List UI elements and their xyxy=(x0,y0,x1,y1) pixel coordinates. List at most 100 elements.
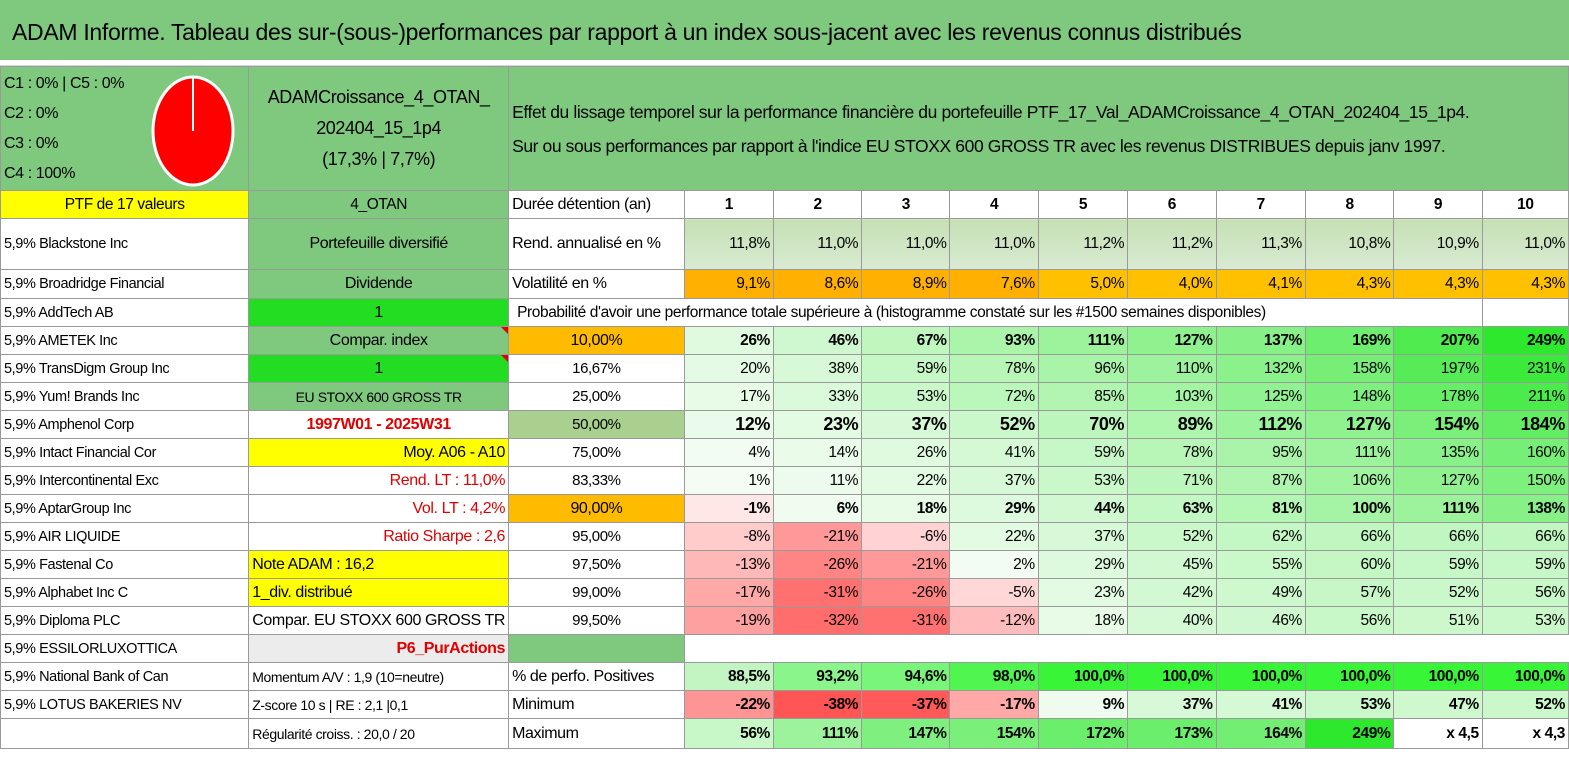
probability-value: 51% xyxy=(1393,606,1483,635)
effect-description-line: Sur ou sous performances par rapport à l… xyxy=(512,135,1446,156)
holding-row: 5,9% Amphenol Corp xyxy=(0,410,250,439)
rend-value: 11,0% xyxy=(861,218,951,270)
max-value: 56% xyxy=(683,718,774,749)
probability-value: 29% xyxy=(1037,550,1129,579)
info-dividend: Dividende xyxy=(248,269,510,299)
holding-row: 5,9% TransDigm Group Inc xyxy=(0,354,250,383)
probability-value: 127% xyxy=(1304,410,1395,439)
rend-value: 11,2% xyxy=(1127,218,1217,270)
min-value: -38% xyxy=(772,690,863,719)
probability-value: 53% xyxy=(1037,466,1129,495)
probability-value: 18% xyxy=(1037,606,1129,635)
duration-year: 4 xyxy=(949,190,1039,219)
probability-value: 29% xyxy=(949,494,1039,523)
probability-value: 49% xyxy=(1215,578,1306,607)
probability-value: 59% xyxy=(1037,438,1129,467)
probability-threshold: 16,67% xyxy=(508,354,685,383)
effect-description-line: Effet du lissage temporel sur la perform… xyxy=(512,101,1470,122)
pos-value: 100,0% xyxy=(1481,662,1569,691)
max-value: 147% xyxy=(861,718,951,749)
duration-year: 7 xyxy=(1215,190,1306,219)
vol-value: 8,6% xyxy=(772,269,863,299)
probability-threshold: 10,00% xyxy=(508,326,685,355)
vol-value: 8,9% xyxy=(861,269,951,299)
portfolio-name-cell: ADAMCroissance_4_OTAN_ 202404_15_1p4 (17,3… xyxy=(248,66,510,191)
vol-value: 5,0% xyxy=(1037,269,1129,299)
duration-year: 10 xyxy=(1481,190,1569,219)
probability-value: 67% xyxy=(861,326,951,355)
pos-value: 98,0% xyxy=(949,662,1039,691)
portfolio-name-line: 202404_15_1p4 xyxy=(316,118,442,138)
min-value: 9% xyxy=(1037,690,1129,719)
probability-value: 96% xyxy=(1037,354,1129,383)
duration-year: 8 xyxy=(1304,190,1395,219)
vol-value: 4,3% xyxy=(1481,269,1569,299)
duration-year: 3 xyxy=(861,190,951,219)
holding-row: 5,9% Yum! Brands Inc xyxy=(0,382,250,411)
holding-row: 5,9% Blackstone Inc xyxy=(0,218,250,270)
probability-value: 41% xyxy=(949,438,1039,467)
probability-value: 12% xyxy=(683,410,774,439)
probability-value: 169% xyxy=(1304,326,1395,355)
probability-value: 85% xyxy=(1037,382,1129,411)
holding-row: 5,9% Intercontinental Exc xyxy=(0,466,250,495)
holding-row: 5,9% ESSILORLUXOTTICA xyxy=(0,634,250,663)
probability-value: 26% xyxy=(683,326,774,355)
max-value: 173% xyxy=(1127,718,1217,749)
probability-value: -1% xyxy=(683,494,774,523)
min-value: 37% xyxy=(1127,690,1217,719)
pos-value: 100,0% xyxy=(1393,662,1483,691)
min-label: Minimum xyxy=(508,690,685,719)
max-value: x 4,3 xyxy=(1481,718,1569,749)
vol-value: 4,3% xyxy=(1304,269,1395,299)
vol-value: 9,1% xyxy=(683,269,774,299)
probability-threshold: 25,00% xyxy=(508,382,685,411)
holding-row: 5,9% AMETEK Inc xyxy=(0,326,250,355)
probability-value: 46% xyxy=(1215,606,1306,635)
probability-value: 59% xyxy=(1481,550,1569,579)
probability-value: 71% xyxy=(1127,466,1217,495)
info-flag: 1 xyxy=(248,354,510,383)
probability-value: 52% xyxy=(1393,578,1483,607)
probability-value: 127% xyxy=(1393,466,1483,495)
max-value: x 4,5 xyxy=(1393,718,1483,749)
duration-year: 2 xyxy=(772,190,863,219)
rend-value: 10,9% xyxy=(1393,218,1483,270)
vol-value: 4,3% xyxy=(1393,269,1483,299)
probability-value: -26% xyxy=(772,550,863,579)
probability-value: 22% xyxy=(949,522,1039,551)
pos-value: 100,0% xyxy=(1215,662,1306,691)
probability-value: 44% xyxy=(1037,494,1129,523)
probability-value: 40% xyxy=(1127,606,1217,635)
rend-value: 11,0% xyxy=(772,218,863,270)
max-value: 111% xyxy=(772,718,863,749)
info-flag: 1 xyxy=(248,298,510,327)
empty-cell xyxy=(508,634,685,663)
class-share-label: C3 : 0% xyxy=(4,135,59,152)
pos-label: % de perfo. Positives xyxy=(508,662,685,691)
probability-value: 23% xyxy=(1037,578,1129,607)
holding-row xyxy=(0,718,250,749)
probability-value: 33% xyxy=(772,382,863,411)
pos-value: 88,5% xyxy=(683,662,774,691)
holding-row: 5,9% AIR LIQUIDE xyxy=(0,522,250,551)
probability-value: -26% xyxy=(861,578,951,607)
info-vol-lt: Vol. LT : 4,2% xyxy=(248,494,510,523)
rend-value: 11,8% xyxy=(683,218,774,270)
class-share-label: C2 : 0% xyxy=(4,105,59,122)
info-universe: P6_PurActions xyxy=(248,634,510,663)
probability-threshold: 95,00% xyxy=(508,522,685,551)
probability-value: 125% xyxy=(1215,382,1306,411)
probability-value: 23% xyxy=(772,410,863,439)
rend-value: 11,2% xyxy=(1037,218,1129,270)
probability-value: 4% xyxy=(683,438,774,467)
max-value: 172% xyxy=(1037,718,1129,749)
info-rend-lt: Rend. LT : 11,0% xyxy=(248,466,510,495)
title-divider xyxy=(0,60,1569,66)
probability-value: 112% xyxy=(1215,410,1306,439)
rend-value: 11,0% xyxy=(1481,218,1569,270)
probability-value: 63% xyxy=(1127,494,1217,523)
probability-value: 66% xyxy=(1304,522,1395,551)
probability-value: 14% xyxy=(772,438,863,467)
probability-value: 78% xyxy=(1127,438,1217,467)
